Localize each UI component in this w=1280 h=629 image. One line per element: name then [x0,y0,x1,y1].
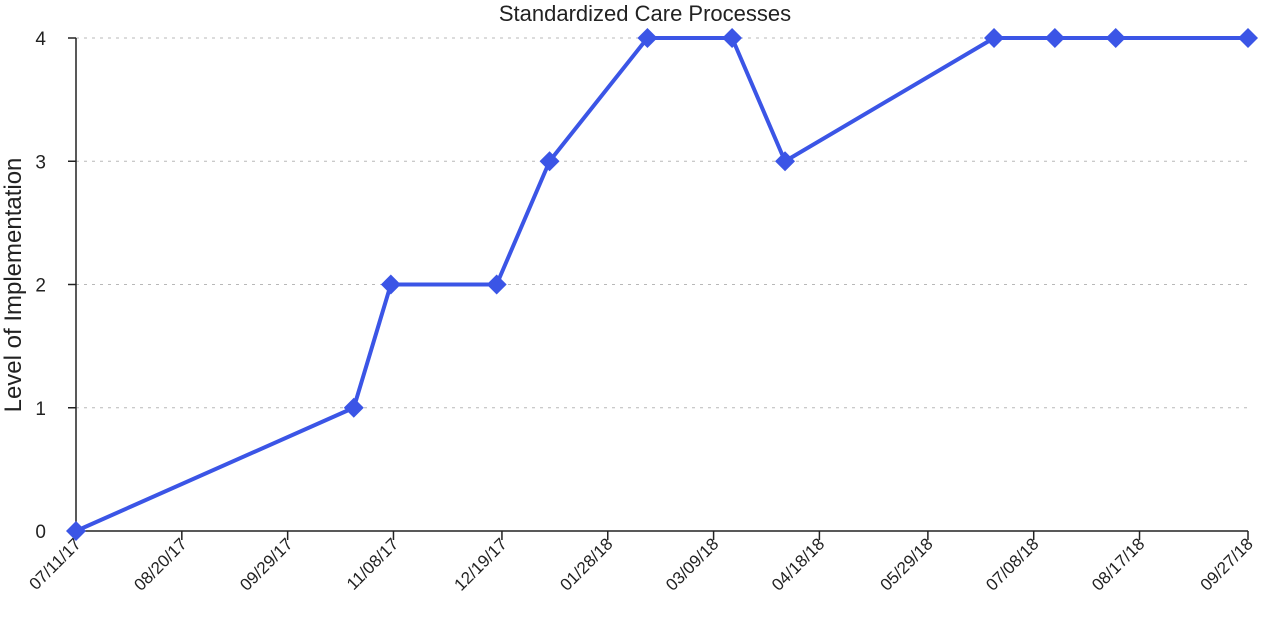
data-point-10 [1105,28,1126,48]
data-point-5 [637,28,658,48]
data-point-9 [1044,28,1065,48]
data-point-1 [343,397,364,418]
x-tick-label-0: 07/11/17 [25,534,84,593]
y-tick-label-1: 1 [35,399,46,420]
x-tick-label-11: 09/27/18 [1197,534,1257,594]
data-point-2 [380,274,401,295]
data-series [66,28,1258,541]
y-tick-label-0: 0 [35,522,46,543]
x-tick-label-9: 07/08/18 [982,534,1042,594]
data-point-6 [722,28,743,48]
x-tick-label-1: 08/20/17 [130,534,190,594]
y-tick-label-2: 2 [35,276,46,297]
data-point-11 [1238,28,1258,48]
x-tick-label-5: 01/28/18 [556,534,616,594]
chart-title: Standardized Care Processes [499,1,791,26]
axes [68,37,1249,540]
x-tick-labels: 07/11/17 08/20/17 09/29/17 11/08/17 12/19/17… [25,534,1256,594]
x-tick-label-3: 11/08/17 [343,534,402,593]
data-point-4 [539,151,560,172]
y-axis-label: Level of Implementation [0,158,27,413]
x-tick-label-10: 08/17/18 [1088,534,1148,594]
x-tick-label-7: 04/18/18 [768,534,828,594]
y-tick-label-3: 3 [35,152,46,173]
data-point-0 [66,521,86,541]
x-tick-label-2: 09/29/17 [236,534,296,594]
data-point-7 [775,151,796,172]
x-tick-label-4: 12/19/17 [451,534,511,594]
y-tick-label-4: 4 [35,29,46,50]
data-point-3 [486,274,507,295]
series-line-0 [75,36,1248,533]
data-point-8 [984,28,1005,48]
gridlines [76,37,1248,409]
x-tick-label-6: 03/09/18 [662,534,722,594]
y-tick-labels: 0 1 2 3 4 [35,29,46,543]
x-tick-label-8: 05/29/18 [876,534,936,594]
